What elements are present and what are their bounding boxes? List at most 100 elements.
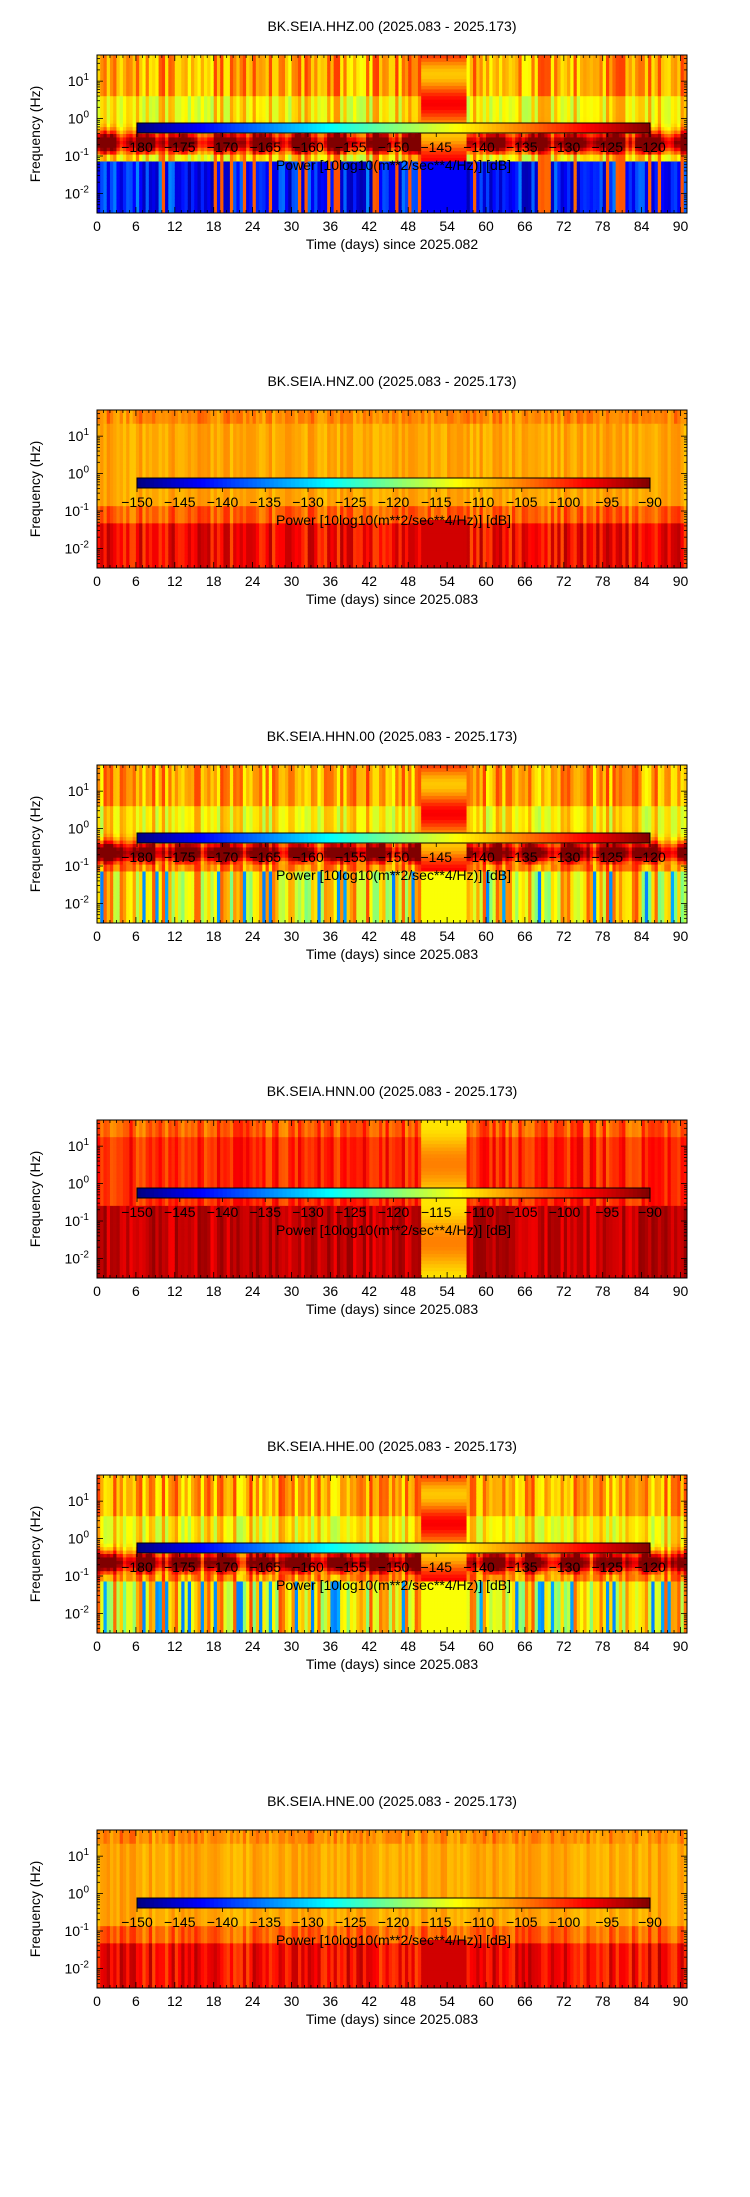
heatmap-cell (113, 199, 117, 203)
heatmap-cell (146, 192, 150, 196)
heatmap-cell (100, 155, 104, 159)
heatmap-cell (139, 65, 143, 69)
heatmap-cell (152, 110, 156, 114)
heatmap-cell (139, 192, 143, 196)
heatmap-cell (100, 144, 104, 148)
heatmap-cell (120, 82, 124, 86)
heatmap-cell (113, 124, 117, 128)
heatmap-cell (152, 196, 156, 200)
heatmap-cell (120, 186, 124, 190)
heatmap-cell (103, 76, 107, 80)
heatmap-cell (116, 127, 120, 131)
heatmap-cell (116, 76, 120, 80)
heatmap-cell (136, 134, 140, 138)
heatmap-cell (107, 189, 111, 193)
heatmap-cell (120, 76, 124, 80)
heatmap-cell (126, 165, 130, 169)
heatmap-cell (126, 86, 130, 90)
heatmap-cell (136, 155, 140, 159)
heatmap-cell (133, 186, 137, 190)
heatmap-cell (146, 199, 150, 203)
heatmap-cell (129, 179, 133, 183)
heatmap-cell (110, 124, 114, 128)
heatmap-cell (136, 65, 140, 69)
heatmap-cell (155, 72, 159, 76)
heatmap-cell (107, 199, 111, 203)
heatmap-cell (155, 107, 159, 111)
heatmap-cell (116, 161, 120, 165)
heatmap-cell (107, 131, 111, 135)
heatmap-cell (129, 58, 133, 62)
heatmap-cell (149, 179, 153, 183)
heatmap-cell (149, 172, 153, 176)
heatmap-cell (107, 76, 111, 80)
heatmap-cell (116, 186, 120, 190)
heatmap-cell (100, 127, 104, 131)
heatmap-cell (97, 182, 101, 186)
heatmap-cell (113, 141, 117, 145)
heatmap-cell (139, 158, 143, 162)
heatmap-cell (107, 82, 111, 86)
heatmap-cell (120, 96, 124, 100)
heatmap-cell (120, 196, 124, 200)
heatmap-cell (103, 179, 107, 183)
heatmap-cell (126, 192, 130, 196)
heatmap-cell (100, 103, 104, 107)
heatmap-cell (133, 86, 137, 90)
heatmap-cell (126, 82, 130, 86)
heatmap-cell (126, 103, 130, 107)
heatmap-cell (152, 206, 156, 210)
heatmap-cell (123, 165, 127, 169)
heatmap-cell (120, 192, 124, 196)
heatmap-cell (107, 124, 111, 128)
heatmap-cell (146, 206, 150, 210)
heatmap-cell (152, 96, 156, 100)
heatmap-cell (142, 155, 146, 159)
heatmap-cell (120, 79, 124, 83)
heatmap-cell (107, 179, 111, 183)
heatmap-cell (110, 93, 114, 97)
heatmap-cell (123, 189, 127, 193)
heatmap-cell (136, 196, 140, 200)
heatmap-cell (116, 206, 120, 210)
heatmap-cell (97, 165, 101, 169)
heatmap-cell (149, 134, 153, 138)
heatmap-cell (149, 155, 153, 159)
heatmap-cell (139, 107, 143, 111)
heatmap-cell (133, 175, 137, 179)
heatmap-cell (107, 93, 111, 97)
heatmap-cell (110, 107, 114, 111)
heatmap-cell (107, 186, 111, 190)
heatmap-cell (142, 93, 146, 97)
heatmap-cell (139, 196, 143, 200)
heatmap-cell (97, 100, 101, 104)
heatmap-cell (107, 110, 111, 114)
heatmap-cell (110, 137, 114, 141)
heatmap-cell (123, 55, 127, 59)
heatmap-cell (113, 82, 117, 86)
heatmap-cell (110, 192, 114, 196)
heatmap-cell (142, 203, 146, 207)
heatmap-cell (139, 100, 143, 104)
heatmap-cell (142, 100, 146, 104)
heatmap-cell (136, 55, 140, 59)
heatmap-cell (129, 124, 133, 128)
heatmap-cell (149, 168, 153, 172)
heatmap-cell (149, 86, 153, 90)
heatmap-cell (136, 165, 140, 169)
heatmap-cell (97, 127, 101, 131)
heatmap-cell (107, 103, 111, 107)
heatmap-cell (100, 148, 104, 152)
heatmap-cell (152, 107, 156, 111)
heatmap-cell (142, 79, 146, 83)
heatmap-cell (116, 165, 120, 169)
heatmap-cell (113, 100, 117, 104)
heatmap-cell (123, 186, 127, 190)
heatmap-cell (126, 161, 130, 165)
heatmap-cell (97, 62, 101, 66)
heatmap-cell (113, 93, 117, 97)
heatmap-cell (110, 131, 114, 135)
heatmap-cell (123, 100, 127, 104)
heatmap-cell (103, 93, 107, 97)
heatmap-cell (149, 192, 153, 196)
